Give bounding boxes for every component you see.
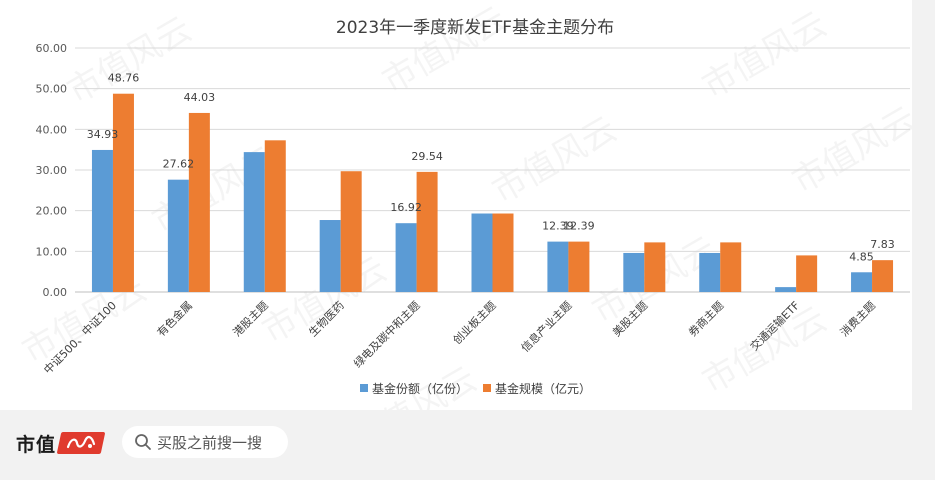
chart-area: 市值风云市值风云市值风云市值风云市值风云市值风云市值风云市值风云市值风云市值风云… — [0, 0, 912, 410]
bar-chart: 市值风云市值风云市值风云市值风云市值风云市值风云市值风云市值风云市值风云市值风云… — [16, 0, 912, 410]
bar-fund-shares — [243, 152, 265, 292]
chart-title: 2023年一季度新发ETF基金主题分布 — [336, 18, 614, 38]
bar-fund-size — [264, 140, 286, 292]
search-placeholder: 买股之前搜一搜 — [157, 433, 263, 452]
bar-fund-size — [872, 260, 894, 292]
x-category-label: 券商主题 — [685, 298, 726, 339]
search-box[interactable]: 买股之前搜一搜 — [122, 426, 288, 458]
bar-fund-shares — [167, 179, 189, 292]
bar-fund-shares — [91, 149, 113, 292]
bar-fund-size — [340, 171, 362, 292]
brand-swirl-icon — [66, 435, 96, 449]
bar-fund-size — [720, 242, 742, 292]
y-tick-label: 30.00 — [36, 164, 68, 177]
legend-swatch — [360, 384, 368, 392]
brand-name: 市值 — [16, 433, 57, 456]
search-icon — [135, 434, 151, 450]
chart-card: 市值风云市值风云市值风云市值风云市值风云市值风云市值风云市值风云市值风云市值风云… — [0, 0, 935, 466]
data-label: 44.03 — [184, 91, 216, 104]
bar-fund-shares — [699, 252, 721, 292]
bar-fund-shares — [471, 213, 493, 292]
data-label: 29.54 — [411, 150, 443, 163]
bar-fund-shares — [775, 287, 797, 292]
watermark-text: 市值风云 — [786, 99, 912, 202]
data-label: 16.92 — [390, 201, 422, 214]
x-category-label: 创业板主题 — [450, 298, 499, 347]
y-tick-label: 20.00 — [36, 205, 68, 218]
bar-fund-shares — [547, 241, 569, 292]
y-tick-label: 40.00 — [36, 123, 68, 136]
y-tick-label: 0.00 — [43, 286, 68, 299]
y-tick-label: 50.00 — [36, 83, 68, 96]
bar-fund-size — [416, 171, 438, 292]
bar-fund-shares — [623, 252, 645, 292]
data-label: 12.39 — [542, 220, 574, 233]
bar-fund-shares — [851, 272, 873, 292]
bar-fund-size — [188, 112, 210, 292]
legend-label: 基金份额（亿份） — [372, 381, 468, 396]
legend-label: 基金规模（亿元） — [495, 381, 591, 396]
data-label: 7.83 — [870, 238, 895, 251]
x-category-label: 有色金属 — [154, 298, 195, 339]
bar-fund-shares — [319, 220, 341, 292]
data-label: 48.76 — [108, 72, 140, 85]
brand-logo[interactable]: 市值 — [16, 430, 106, 456]
x-category-label: 绿电及碳中和主题 — [351, 298, 423, 370]
bar-fund-size — [492, 213, 514, 292]
data-label: 27.62 — [163, 158, 195, 171]
x-category-label: 消费主题 — [837, 298, 878, 339]
y-tick-label: 10.00 — [36, 245, 68, 258]
y-tick-label: 60.00 — [36, 42, 68, 55]
watermark-text: 市值风云 — [696, 4, 834, 107]
brand-mark — [56, 432, 106, 454]
x-category-label: 信息产业主题 — [518, 298, 575, 355]
data-label: 12.39 — [563, 220, 595, 233]
bar-fund-size — [112, 93, 134, 292]
watermark-text: 市值风云 — [486, 109, 624, 212]
bar-fund-size — [796, 255, 818, 292]
data-label: 34.93 — [87, 128, 119, 141]
data-label: 4.85 — [849, 250, 874, 263]
watermark-text: 市值风云 — [376, 0, 514, 102]
footer-bar: 市值 买股之前搜一搜 — [0, 412, 935, 466]
bar-fund-size — [644, 242, 666, 292]
legend-swatch — [483, 384, 491, 392]
bar-fund-shares — [395, 223, 417, 292]
bar-fund-size — [568, 241, 590, 292]
